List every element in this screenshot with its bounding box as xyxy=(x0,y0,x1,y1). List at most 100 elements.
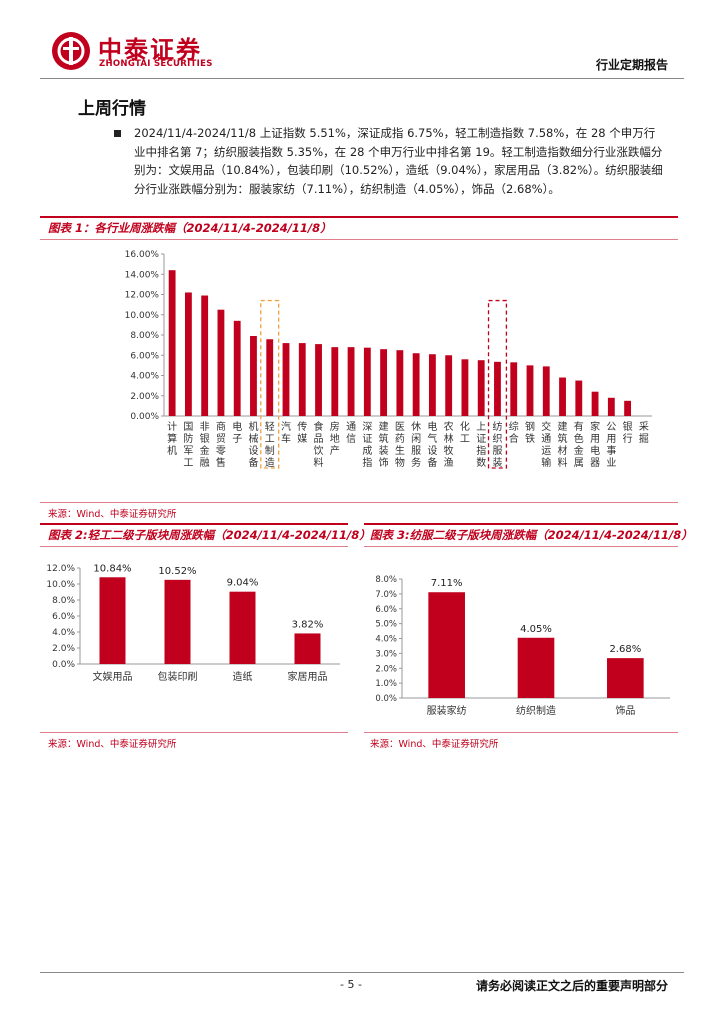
y-tick-label: 16.00% xyxy=(125,250,160,260)
x-tick-label-char: 交 xyxy=(541,420,551,433)
section-title: 上周行情 xyxy=(78,99,146,119)
bar xyxy=(591,391,599,416)
x-tick-label-char: 器 xyxy=(590,457,600,469)
x-tick-label-char: 商 xyxy=(216,420,226,433)
bar xyxy=(477,360,485,416)
bar xyxy=(380,349,388,416)
x-tick-label-char: 电 xyxy=(427,420,437,433)
x-tick-label-char: 务 xyxy=(411,456,421,469)
x-tick-label-char: 材 xyxy=(558,444,568,457)
y-tick-label: 2.00% xyxy=(130,392,159,402)
x-tick-label-char: 生 xyxy=(395,444,405,457)
x-tick-label-char: 料 xyxy=(314,456,324,469)
bar xyxy=(428,592,465,698)
x-tick-label-char: 采 xyxy=(639,421,649,433)
bar xyxy=(517,637,555,698)
x-tick-label-char: 饰 xyxy=(379,456,389,469)
y-tick-label: 4.0% xyxy=(52,628,75,638)
bar xyxy=(428,354,436,416)
x-tick-label-char: 料 xyxy=(558,456,568,469)
x-tick-label-char: 公 xyxy=(606,422,616,433)
x-tick-label: 文娱用品 xyxy=(93,670,133,683)
x-tick-label: 造纸 xyxy=(233,670,253,683)
x-tick-label-char: 备 xyxy=(248,456,258,469)
data-label: 4.05% xyxy=(520,624,552,635)
y-tick-label: 0.00% xyxy=(130,412,159,422)
y-tick-label: 5.0% xyxy=(375,620,397,630)
data-label: 7.11% xyxy=(431,578,463,589)
figure2-bottom-rule xyxy=(40,732,348,733)
y-tick-label: 8.0% xyxy=(375,575,397,585)
x-tick-label-char: 证 xyxy=(362,433,372,445)
figure3-top-rule xyxy=(364,523,678,525)
bar xyxy=(164,579,191,664)
x-tick-label-char: 械 xyxy=(248,432,258,445)
company-logo-icon xyxy=(52,32,90,70)
x-tick-label-char: 装 xyxy=(379,444,389,457)
x-tick-label-char: 产 xyxy=(330,444,340,457)
bar xyxy=(229,591,256,664)
x-tick-label: 服装家纺 xyxy=(427,704,467,717)
figure1-top-rule xyxy=(40,216,678,218)
bar xyxy=(363,347,371,416)
figure3-source: 来源：Wind、中泰证券研究所 xyxy=(370,739,499,750)
x-tick-label-char: 备 xyxy=(427,456,437,469)
y-tick-label: 6.0% xyxy=(375,605,397,615)
x-tick-label-char: 食 xyxy=(314,420,324,433)
x-tick-label-char: 轻 xyxy=(265,420,275,433)
x-tick-label-char: 输 xyxy=(541,456,551,469)
x-tick-label-char: 工 xyxy=(265,434,275,445)
x-tick-label-char: 机 xyxy=(248,420,258,433)
x-tick-label-char: 业 xyxy=(606,457,616,469)
x-tick-label-char: 农 xyxy=(444,420,454,433)
bar xyxy=(542,366,550,416)
x-tick-label-char: 造 xyxy=(265,456,275,469)
y-tick-label: 6.00% xyxy=(130,351,159,361)
x-tick-label-char: 数 xyxy=(476,456,486,469)
bar xyxy=(266,339,274,416)
x-tick-label-char: 有 xyxy=(574,420,584,433)
bar xyxy=(494,361,501,416)
bar xyxy=(250,336,257,416)
x-tick-label-char: 电 xyxy=(590,444,600,457)
figure1-source: 来源：Wind、中泰证券研究所 xyxy=(48,509,177,520)
bar xyxy=(331,347,339,416)
x-tick-label-char: 媒 xyxy=(297,433,307,445)
y-tick-label: 12.00% xyxy=(125,291,160,301)
x-tick-label-char: 非 xyxy=(200,421,210,433)
x-tick-label-char: 成 xyxy=(362,445,372,457)
y-tick-label: 10.00% xyxy=(125,311,160,321)
x-tick-label-char: 织 xyxy=(492,433,502,445)
data-label: 3.82% xyxy=(292,619,324,630)
x-tick-label-char: 用 xyxy=(606,434,616,445)
x-tick-label-char: 医 xyxy=(395,421,405,433)
bullet-square-icon xyxy=(114,130,121,137)
y-tick-label: 4.0% xyxy=(375,635,397,645)
x-tick-label-char: 银 xyxy=(623,420,633,433)
y-tick-label: 12.0% xyxy=(46,564,75,574)
market-summary-paragraph: 2024/11/4-2024/11/8 上证指数 5.51%，深证成指 6.75… xyxy=(134,126,663,196)
footer-divider xyxy=(40,972,684,973)
bar xyxy=(294,633,321,664)
x-tick-label-char: 工 xyxy=(183,458,193,469)
x-tick-label-char: 售 xyxy=(216,456,226,469)
bar xyxy=(282,343,290,416)
x-tick-label-char: 金 xyxy=(200,444,210,457)
data-label: 9.04% xyxy=(227,578,259,589)
y-tick-label: 8.0% xyxy=(52,596,75,606)
data-label: 2.68% xyxy=(609,644,641,655)
figure3-title-rule xyxy=(364,546,678,547)
y-tick-label: 0.0% xyxy=(52,660,75,670)
y-tick-label: 3.0% xyxy=(375,649,397,659)
figure2-title-rule xyxy=(40,546,348,547)
y-tick-label: 2.0% xyxy=(52,644,75,654)
x-tick-label-char: 指 xyxy=(362,456,372,469)
x-tick-label: 饰品 xyxy=(615,704,635,717)
x-tick-label-char: 银 xyxy=(200,432,210,445)
x-tick-label-char: 金 xyxy=(574,444,584,457)
bar xyxy=(445,355,453,416)
y-tick-label: 2.0% xyxy=(375,664,397,674)
brand-name-cn: 中泰证券 xyxy=(98,36,202,64)
figure1-title: 图表 1：各行业周涨跌幅（2024/11/4-2024/11/8） xyxy=(48,221,332,235)
x-tick-label-char: 闲 xyxy=(411,432,421,445)
